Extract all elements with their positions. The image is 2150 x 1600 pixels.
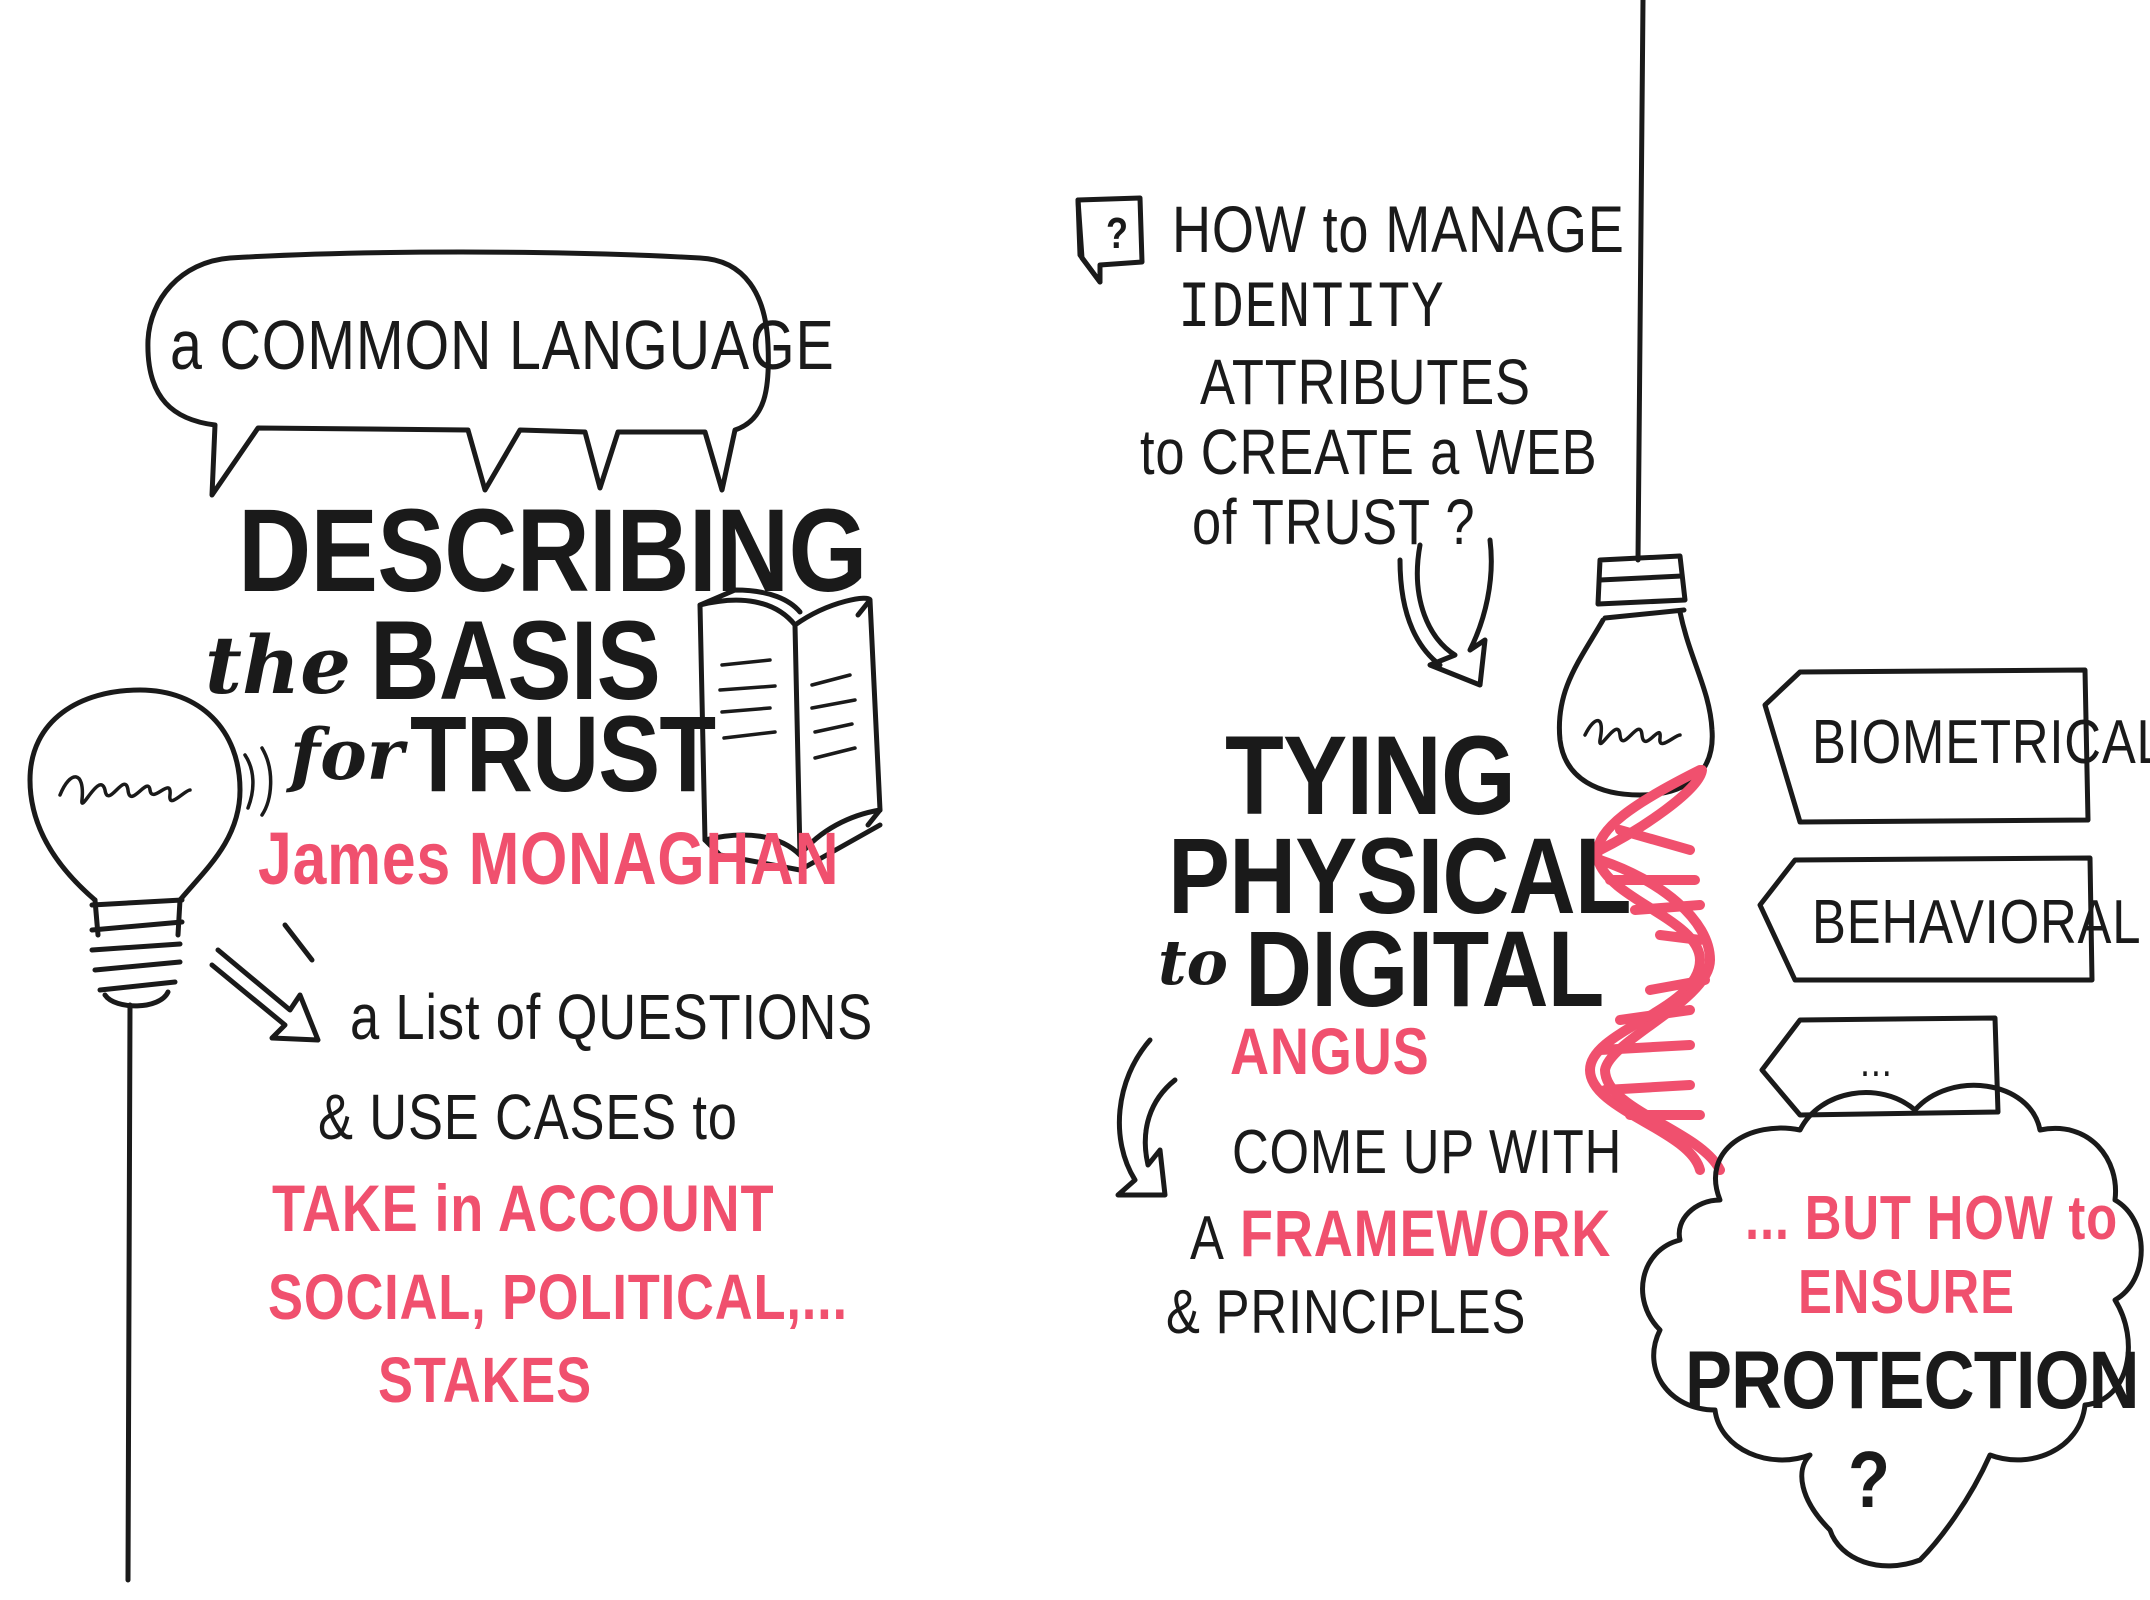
- question-box-icon: [1075, 195, 1145, 285]
- right-title-line2: PHYSICAL: [1168, 815, 1632, 936]
- dna-helix-icon: [1585, 765, 1725, 1175]
- left-speaker: James MONAGHAN: [258, 817, 840, 900]
- right-question2: IDENTITY: [1178, 271, 1445, 346]
- left-title-line3-script: for: [290, 713, 404, 796]
- right-question1: HOW to MANAGE: [1172, 192, 1625, 266]
- right-line1: COME UP WITH: [1232, 1118, 1623, 1187]
- right-title-line1: TYING: [1225, 713, 1516, 838]
- right-speaker: ANGUS: [1230, 1014, 1430, 1088]
- right-line2-highlight: FRAMEWORK: [1240, 1196, 1612, 1270]
- right-line2-prefix: A: [1190, 1204, 1225, 1273]
- cloud-line2: ENSURE: [1798, 1258, 2015, 1327]
- thought-cloud-icon: [1640, 1082, 2144, 1569]
- arrow-icon: [209, 922, 321, 1043]
- lightbulb-icon: [27, 687, 273, 1583]
- cloud-line3: PROTECTION: [1685, 1335, 2140, 1426]
- hanging-lightbulb-icon: [1556, 0, 1715, 798]
- right-line3: & PRINCIPLES: [1166, 1278, 1527, 1347]
- cloud-line1: ... BUT HOW to: [1745, 1184, 2118, 1253]
- left-highlight3: STAKES: [378, 1344, 592, 1416]
- left-title-line1: DESCRIBING: [238, 485, 867, 617]
- bubble-text: a COMMON LANGUAGE: [170, 306, 835, 384]
- cloud-line4: ?: [1848, 1435, 1890, 1524]
- left-highlight2: SOCIAL, POLITICAL,...: [268, 1261, 848, 1333]
- speech-bubble-icon: [145, 249, 771, 498]
- left-line1: a List of QUESTIONS: [350, 981, 874, 1053]
- left-title-line2-script: the: [205, 618, 352, 712]
- tag-biometrical: BIOMETRICAL ?: [1812, 708, 2150, 777]
- left-title-line2-bold: BASIS: [370, 598, 661, 723]
- left-title-line3-bold: TRUST: [410, 693, 716, 814]
- arrow-icon: [1115, 537, 1494, 1198]
- right-question3: ATTRIBUTES: [1200, 346, 1531, 418]
- right-title-line3-script: to: [1158, 926, 1228, 999]
- question-box-text: ?: [1106, 209, 1129, 258]
- right-question5: of TRUST ?: [1192, 486, 1476, 558]
- tag-behavioral: BEHAVIORAL ?: [1812, 888, 2150, 957]
- left-highlight1: TAKE in ACCOUNT: [272, 1171, 775, 1245]
- right-question4: to CREATE a WEB: [1140, 416, 1598, 488]
- left-line2: & USE CASES to: [318, 1081, 738, 1153]
- open-book-icon: [697, 587, 883, 873]
- right-title-line3-bold: DIGITAL: [1245, 908, 1604, 1029]
- tag-arrow-icon: [1757, 667, 2095, 1118]
- tag-ellipsis: ...: [1860, 1037, 1893, 1086]
